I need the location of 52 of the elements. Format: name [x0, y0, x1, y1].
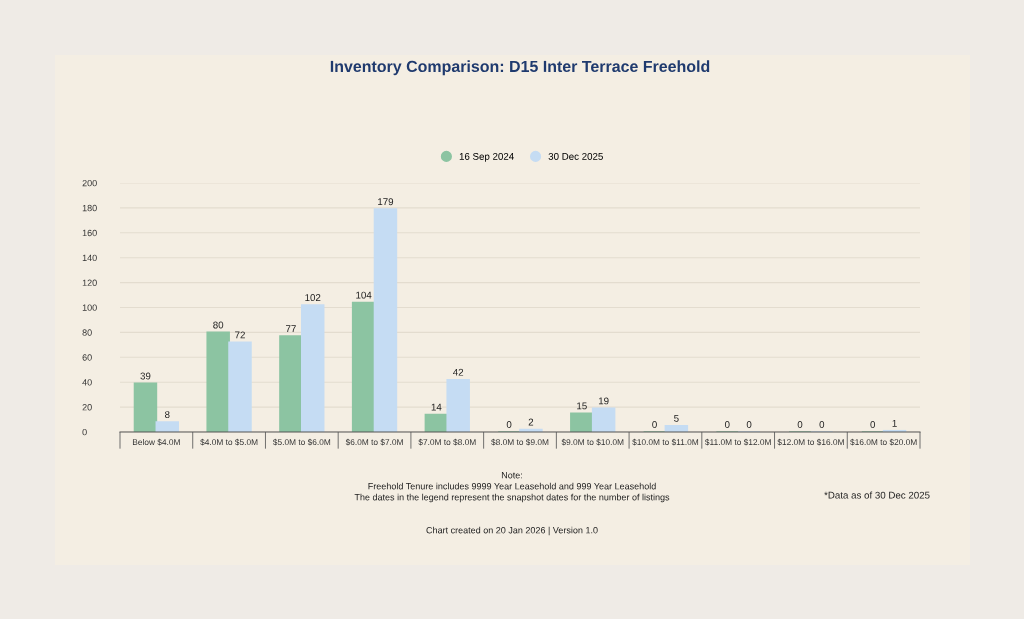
legend-label: 16 Sep 2024	[459, 152, 514, 162]
data-label: 72	[235, 331, 245, 339]
data-label: 42	[453, 368, 464, 376]
data-label: 77	[286, 325, 296, 333]
data-label: 0	[819, 421, 825, 428]
chart-title: Inventory Comparison: D15 Inter Terrace Freehold	[330, 60, 710, 76]
x-tick-label: $16.0M to $20.0M	[850, 438, 917, 446]
x-tick-label: $6.0M to $7.0M	[345, 438, 403, 446]
data-label: 15	[577, 402, 587, 410]
data-label: 0	[506, 421, 512, 428]
text: The dates in the legend represent the snapshot dates for the number of listings	[354, 493, 670, 503]
y-tick-label: 160	[82, 229, 97, 237]
x-tick-label: $11.0M to $12.0M	[705, 438, 771, 446]
x-tick-label: $9.0M to $10.0M	[561, 438, 624, 446]
data-label: 0	[746, 421, 752, 428]
data-label: 8	[164, 411, 170, 419]
y-tick-label: 0	[82, 428, 87, 436]
y-tick-label: 120	[82, 279, 97, 286]
data-label: 5	[674, 414, 679, 422]
data-label: 0	[797, 421, 803, 428]
data-label: 102	[305, 294, 321, 302]
y-tick-label: 180	[82, 204, 97, 212]
x-tick-label: $8.0M to $9.0M	[491, 438, 549, 446]
data-label: 19	[598, 397, 609, 405]
x-tick-label: $7.0M to $8.0M	[418, 438, 476, 446]
y-tick-label: 100	[82, 304, 97, 311]
data-label: 39	[140, 372, 151, 380]
text: Note:	[501, 472, 522, 479]
y-tick-label: 20	[82, 404, 92, 411]
y-tick-label: 80	[82, 329, 92, 336]
data-label: 0	[724, 421, 730, 428]
x-tick-label: $12.0M to $16.0M	[777, 438, 844, 446]
y-tick-label: 60	[82, 354, 92, 361]
text: *Data as of 30 Dec 2025	[824, 491, 930, 499]
y-tick-label: 200	[82, 179, 97, 187]
x-tick-label: $10.0M to $11.0M	[632, 438, 699, 446]
x-tick-label: $4.0M to $5.0M	[200, 438, 258, 446]
data-label: 0	[652, 421, 657, 428]
text: Chart created on 20 Jan 2026 | Version 1.0	[426, 526, 598, 536]
data-label: 2	[528, 418, 534, 426]
data-label: 14	[431, 403, 442, 411]
data-label: 1	[892, 419, 897, 427]
data-label: 179	[378, 198, 394, 206]
text: Freehold Tenure includes 9999 Year Leasehold and 999 Year Leasehold	[368, 482, 656, 490]
y-tick-label: 140	[82, 254, 97, 262]
y-tick-label: 40	[82, 379, 92, 386]
x-tick-label: Below $4.0M	[132, 438, 180, 446]
data-label: 104	[356, 291, 372, 299]
data-label: 80	[213, 321, 224, 329]
data-label: 0	[870, 421, 876, 428]
x-tick-label: $5.0M to $6.0M	[272, 438, 331, 446]
legend-label: 30 Dec 2025	[548, 152, 603, 160]
